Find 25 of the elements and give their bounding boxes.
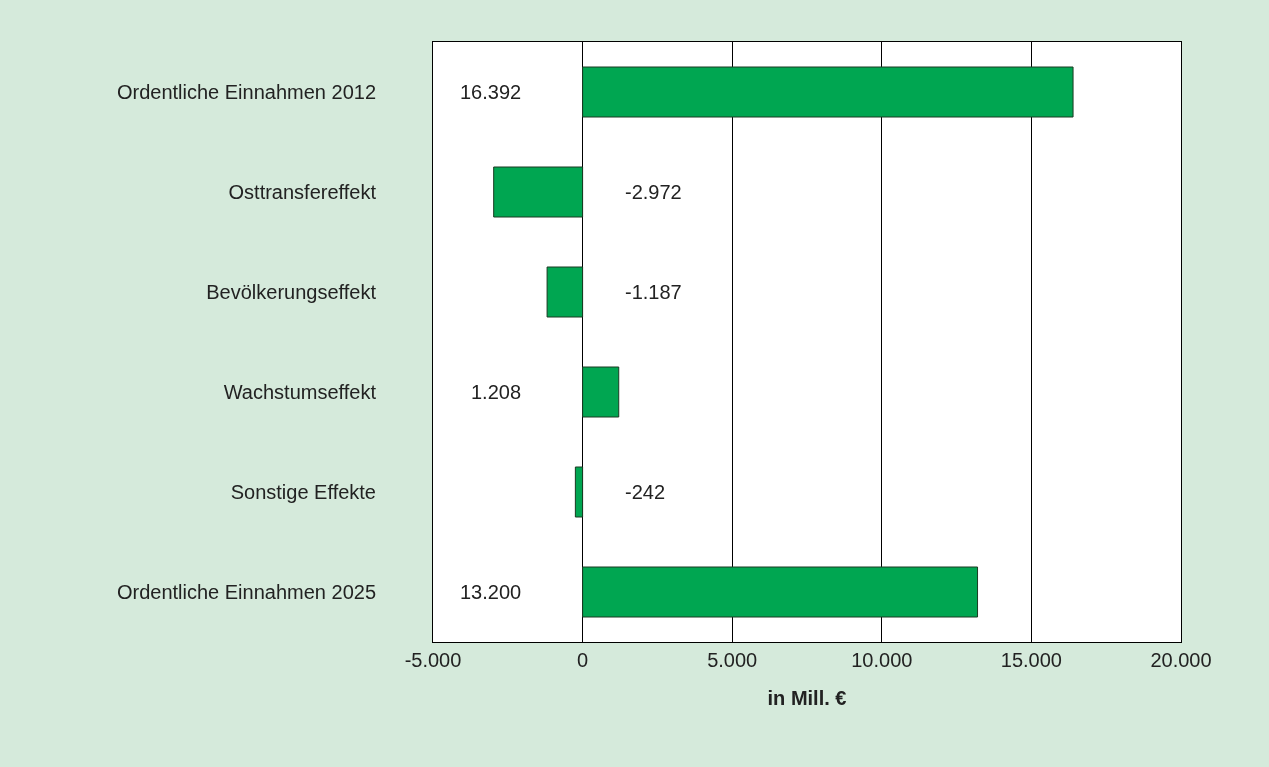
bar bbox=[493, 166, 584, 218]
y-tick-label: Ordentliche Einnahmen 2025 bbox=[116, 581, 376, 603]
y-tick-label: Osttransfereffekt bbox=[228, 181, 377, 203]
bar bbox=[582, 366, 620, 418]
x-tick-label: 10.000 bbox=[851, 649, 913, 671]
y-tick-label: Sonstige Effekte bbox=[230, 481, 376, 503]
x-tick-label: -5.000 bbox=[404, 649, 462, 671]
data-label: 16.392 bbox=[460, 81, 522, 103]
bar bbox=[574, 466, 584, 518]
x-axis-title: in Mill. € bbox=[767, 686, 847, 709]
bar bbox=[582, 66, 1074, 118]
data-label: -242 bbox=[625, 481, 666, 503]
x-tick-label: 0 bbox=[577, 649, 589, 671]
x-tick-label: 15.000 bbox=[1000, 649, 1062, 671]
bar bbox=[582, 566, 979, 618]
y-tick-label: Ordentliche Einnahmen 2012 bbox=[116, 81, 376, 103]
bar bbox=[546, 266, 584, 318]
data-label: -1.187 bbox=[625, 281, 682, 303]
data-label: 1.208 bbox=[471, 381, 522, 403]
y-tick-label: Bevölkerungseffekt bbox=[206, 281, 377, 303]
data-label: -2.972 bbox=[625, 181, 682, 203]
data-label: 13.200 bbox=[460, 581, 522, 603]
x-tick-label: 20.000 bbox=[1150, 649, 1212, 671]
x-tick-label: 5.000 bbox=[707, 649, 758, 671]
y-tick-label: Wachstumseffekt bbox=[223, 381, 377, 403]
